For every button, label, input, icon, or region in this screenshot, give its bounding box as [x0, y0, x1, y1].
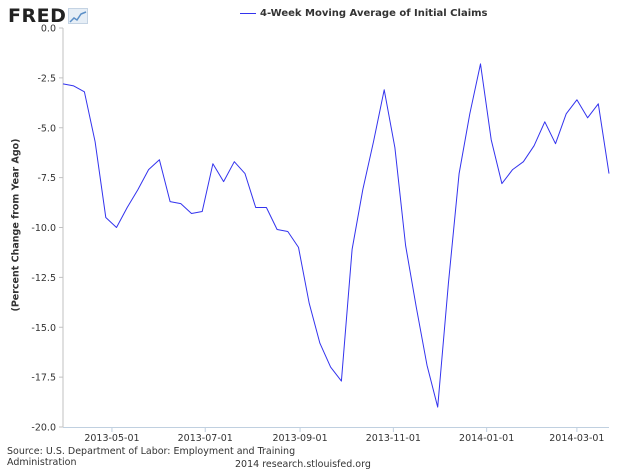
series-group [62, 62, 611, 409]
legend-label: 4-Week Moving Average of Initial Claims [260, 8, 488, 19]
y-tick-label: -7.5 [37, 173, 56, 184]
data-point [94, 140, 97, 143]
data-point [404, 244, 407, 247]
data-point [533, 144, 536, 147]
data-point [500, 182, 503, 185]
data-point [543, 120, 546, 123]
logo-text: FRED [8, 5, 67, 27]
y-tick-label: -17.5 [31, 373, 56, 384]
y-axis-label: (Percent Change from Year Ago) [10, 138, 22, 312]
data-point [351, 248, 354, 251]
source-line-1: Source: U.S. Department of Labor: Employ… [7, 446, 296, 457]
data-point [126, 206, 129, 209]
data-point [436, 406, 439, 409]
data-point [201, 210, 204, 213]
data-point [83, 90, 86, 93]
y-tick-label: 0.0 [41, 24, 56, 35]
x-tick-label: 2013-09-01 [272, 433, 327, 444]
data-point [490, 138, 493, 141]
data-point [361, 188, 364, 191]
data-point [554, 142, 557, 145]
x-axis-ticks: 2013-05-01 2013-07-01 2013-09-01 2013-11-01… [84, 427, 604, 444]
x-tick-label: 2013-05-01 [84, 433, 139, 444]
data-point [244, 172, 247, 175]
data-point [72, 84, 75, 87]
data-point [179, 202, 182, 205]
legend-swatch [240, 13, 256, 14]
series-line [62, 63, 610, 408]
data-point [586, 116, 589, 119]
data-point [415, 306, 418, 309]
y-tick-label: -2.5 [37, 73, 56, 84]
data-point [522, 160, 525, 163]
data-point [565, 112, 568, 115]
data-point [62, 82, 65, 85]
data-point [383, 88, 386, 91]
chart-graph-icon [68, 8, 89, 24]
data-point [286, 230, 289, 233]
data-point [479, 62, 482, 65]
legend: 4-Week Moving Average of Initial Claims [240, 8, 488, 19]
source-line-2: Administration [7, 457, 77, 468]
data-point [222, 180, 225, 183]
data-point [393, 146, 396, 149]
data-point [458, 172, 461, 175]
data-point [340, 380, 343, 383]
data-point [447, 282, 450, 285]
data-point [372, 140, 375, 143]
data-point [254, 206, 257, 209]
data-point [158, 158, 161, 161]
data-point [511, 168, 514, 171]
data-point [115, 226, 118, 229]
axes [62, 28, 609, 428]
data-point [318, 342, 321, 345]
y-tick-label: -5.0 [37, 123, 56, 134]
fred-logo[interactable]: FRED [8, 5, 89, 27]
data-point [211, 162, 214, 165]
data-point [265, 206, 268, 209]
data-point [329, 366, 332, 369]
footer-credit[interactable]: 2014 research.stlouisfed.org [235, 459, 371, 470]
y-tick-label: -15.0 [31, 323, 56, 334]
data-point [308, 302, 311, 305]
x-tick-label: 2014-01-01 [459, 433, 514, 444]
data-point [136, 188, 139, 191]
data-point [468, 112, 471, 115]
data-point [190, 212, 193, 215]
y-axis-ticks: 0.0 -2.5 -5.0 -7.5 -10.0 -12.5 -15.0 -17.5 -20.0 [31, 24, 63, 434]
y-tick-label: -10.0 [31, 223, 56, 234]
data-point [426, 364, 429, 367]
data-point [147, 168, 150, 171]
data-point [297, 246, 300, 249]
data-point [233, 160, 236, 163]
data-point [597, 102, 600, 105]
data-point [169, 200, 172, 203]
data-point [608, 172, 611, 175]
data-point [104, 216, 107, 219]
data-point [575, 98, 578, 101]
y-tick-label: -12.5 [31, 273, 56, 284]
data-point [276, 228, 279, 231]
x-tick-label: 2014-03-01 [549, 433, 604, 444]
x-tick-label: 2013-11-01 [366, 433, 421, 444]
x-tick-label: 2013-07-01 [178, 433, 233, 444]
source-note: Source: U.S. Department of Labor: Employ… [7, 446, 337, 468]
y-tick-label: -20.0 [31, 423, 56, 434]
